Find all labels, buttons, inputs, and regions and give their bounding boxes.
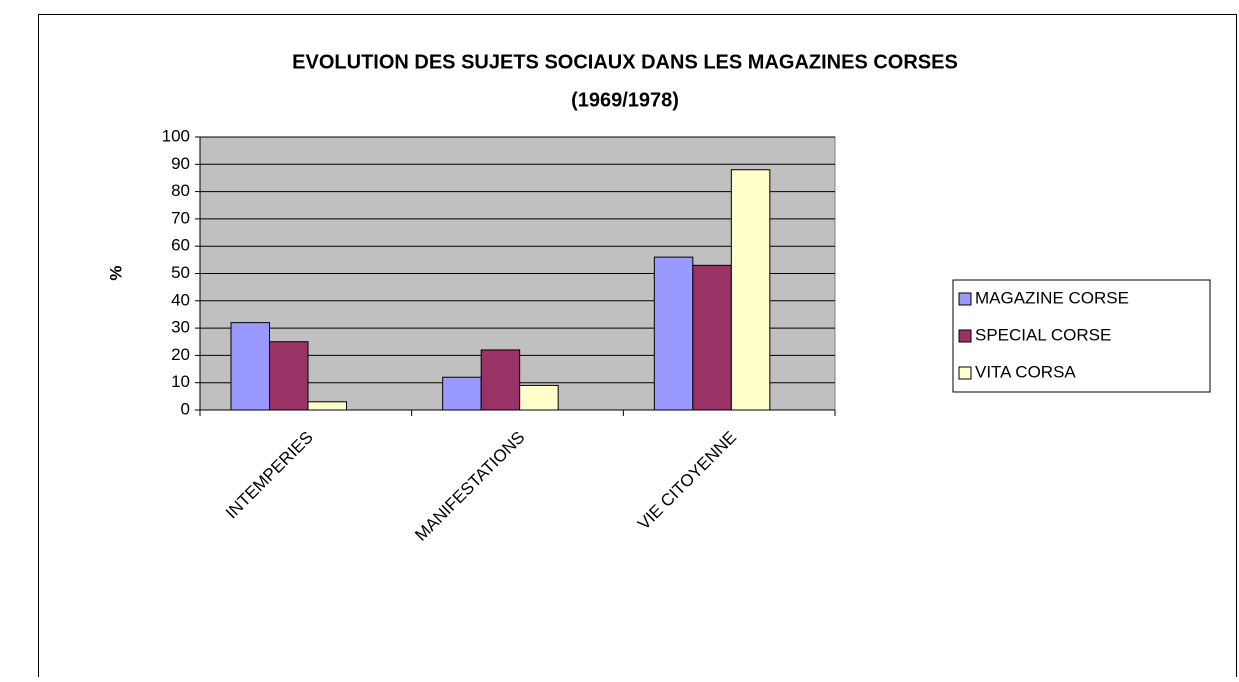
y-tick-label: 60 <box>171 236 190 255</box>
y-tick-label: 40 <box>171 290 190 309</box>
chart-title: (1969/1978) <box>571 89 679 111</box>
legend-label: MAGAZINE CORSE <box>975 288 1129 307</box>
legend-swatch <box>958 292 972 306</box>
y-tick-label: 10 <box>171 372 190 391</box>
y-tick-label: 20 <box>171 345 190 364</box>
bar <box>442 376 482 411</box>
y-tick-label: 0 <box>181 399 190 418</box>
legend-label: VITA CORSA <box>975 362 1076 381</box>
bar <box>730 169 771 411</box>
chart-title: EVOLUTION DES SUJETS SOCIAUX DANS LES MA… <box>292 51 958 73</box>
legend-box <box>952 279 1211 393</box>
y-tick-label: 90 <box>171 154 190 173</box>
bar <box>230 322 270 411</box>
legend-swatch <box>958 366 972 380</box>
bar <box>653 256 694 411</box>
y-tick-label: 100 <box>162 126 190 145</box>
bar <box>307 401 347 411</box>
y-tick-label: 70 <box>171 208 190 227</box>
bar <box>480 349 521 411</box>
y-axis-label: % <box>106 265 125 280</box>
bar <box>692 264 732 411</box>
bar <box>519 384 559 411</box>
y-tick-label: 80 <box>171 181 190 200</box>
y-tick-label: 50 <box>171 263 190 282</box>
bar <box>269 341 309 411</box>
legend-label: SPECIAL CORSE <box>975 325 1111 344</box>
legend-swatch <box>958 329 972 343</box>
y-tick-label: 30 <box>171 318 190 337</box>
